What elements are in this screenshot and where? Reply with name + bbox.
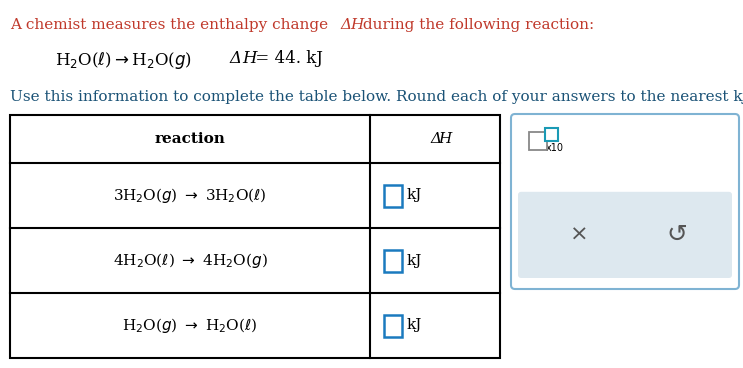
- Text: ΔH: ΔH: [340, 18, 364, 32]
- Bar: [545, 128, 558, 141]
- Bar: [384, 184, 402, 206]
- Text: Δ: Δ: [230, 50, 242, 67]
- Text: H$_2$O($g$) $\rightarrow$ H$_2$O($\ell$): H$_2$O($g$) $\rightarrow$ H$_2$O($\ell$): [123, 316, 258, 335]
- Text: 4H$_2$O($\ell$) $\rightarrow$ 4H$_2$O($g$): 4H$_2$O($\ell$) $\rightarrow$ 4H$_2$O($g…: [113, 251, 267, 270]
- Text: during the following reaction:: during the following reaction:: [358, 18, 594, 32]
- Text: kJ: kJ: [407, 188, 422, 202]
- Text: H: H: [242, 50, 256, 67]
- Text: reaction: reaction: [155, 132, 225, 146]
- Text: kJ: kJ: [407, 318, 422, 333]
- Bar: [529, 132, 547, 150]
- Bar: [10, 115, 500, 358]
- FancyBboxPatch shape: [511, 114, 739, 289]
- Bar: [384, 315, 402, 336]
- Text: x10: x10: [546, 143, 564, 153]
- Text: ×: ×: [570, 225, 588, 245]
- Text: kJ: kJ: [407, 254, 422, 268]
- Text: A chemist measures the enthalpy change: A chemist measures the enthalpy change: [10, 18, 333, 32]
- Text: H: H: [438, 132, 451, 146]
- Bar: [384, 250, 402, 272]
- Text: Use this information to complete the table below. Round each of your answers to : Use this information to complete the tab…: [10, 90, 743, 104]
- Text: Δ: Δ: [430, 132, 441, 146]
- Text: ↺: ↺: [666, 223, 687, 247]
- FancyBboxPatch shape: [518, 192, 732, 278]
- Text: H$_2$O($\ell$)$\rightarrow$H$_2$O($g$): H$_2$O($\ell$)$\rightarrow$H$_2$O($g$): [55, 50, 192, 71]
- Text: = 44. kJ: = 44. kJ: [252, 50, 323, 67]
- Text: 3H$_2$O($g$) $\rightarrow$ 3H$_2$O($\ell$): 3H$_2$O($g$) $\rightarrow$ 3H$_2$O($\ell…: [113, 186, 267, 205]
